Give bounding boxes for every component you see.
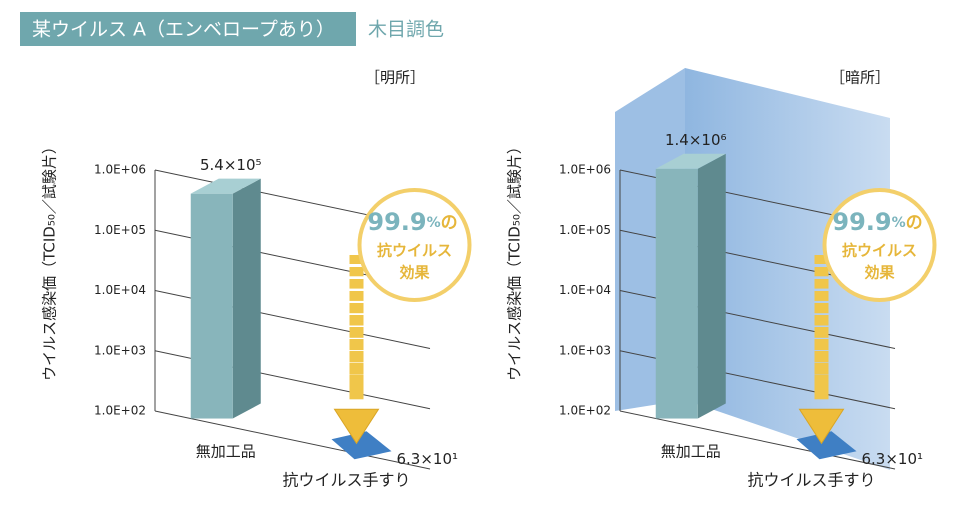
arrow-block	[349, 387, 364, 400]
arrow-block	[349, 291, 364, 301]
arrow-block	[349, 363, 364, 375]
annotation-part: %	[892, 215, 906, 231]
chart-title: ［明所］	[365, 69, 425, 87]
chart-title: ［暗所］	[830, 69, 890, 87]
arrow-block	[814, 315, 829, 326]
arrow-block	[349, 315, 364, 326]
arrow-block	[814, 351, 829, 363]
arrow-block	[814, 339, 829, 351]
category-label: 無加工品	[661, 443, 721, 461]
bar	[655, 153, 726, 419]
value-label: 1.4×10⁶	[665, 131, 727, 149]
marker	[796, 431, 857, 460]
arrow-block	[349, 267, 364, 277]
y-tick-label: 1.0E+02	[94, 404, 146, 418]
category-label: 抗ウイルス手すり	[747, 471, 875, 490]
y-tick-label: 1.0E+02	[559, 404, 611, 418]
bar-top	[655, 153, 726, 169]
value-label: 5.4×10⁵	[200, 156, 262, 174]
annotation-line: 抗ウイルス	[842, 242, 917, 260]
annotation-part: の	[441, 213, 458, 233]
annotation-ring	[357, 188, 472, 302]
annotation-part: 99.9	[367, 208, 426, 236]
y-tick-label: 1.0E+05	[559, 223, 611, 237]
y-tick-label: 1.0E+04	[559, 283, 611, 297]
grid-line	[619, 410, 896, 470]
annotation-part: の	[906, 213, 923, 233]
y-tick-label: 1.0E+05	[94, 223, 146, 237]
arrow-block	[349, 339, 364, 351]
arrow-block	[814, 279, 829, 289]
y-axis-label: ウイルス感染価（TCID₅₀／試験片）	[506, 139, 524, 381]
annotation-ring	[822, 188, 937, 302]
y-tick-label: 1.0E+06	[94, 163, 146, 177]
arrow-block	[814, 363, 829, 375]
bar-side	[697, 153, 726, 419]
arrow-block	[349, 327, 364, 338]
bar	[190, 178, 261, 419]
y-tick-label: 1.0E+03	[559, 343, 611, 357]
bar-front	[655, 168, 698, 419]
bar-side	[232, 178, 261, 419]
header-box	[20, 12, 356, 46]
arrow-block	[814, 327, 829, 338]
arrow-block	[814, 387, 829, 400]
y-axis-label: ウイルス感染価（TCID₅₀／試験片）	[41, 139, 59, 381]
category-label: 無加工品	[196, 443, 256, 461]
annotation-line: 効果	[864, 264, 895, 282]
arrow-head	[798, 408, 845, 445]
header-title: 某ウイルス A（エンベロープあり）	[32, 19, 335, 41]
arrow-block	[349, 303, 364, 314]
annotation-line: 抗ウイルス	[377, 242, 452, 260]
arrow-head	[333, 408, 380, 445]
marker	[331, 431, 392, 460]
annotation-part: %	[427, 215, 441, 231]
arrow-block	[814, 303, 829, 314]
grid-line	[154, 410, 431, 470]
arrow-block	[349, 375, 364, 387]
annotation-line: 効果	[399, 264, 430, 282]
header-subtitle: 木目調色	[368, 19, 444, 41]
arrow-block	[349, 279, 364, 289]
bar-top	[190, 178, 261, 194]
category-label: 抗ウイルス手すり	[282, 471, 410, 490]
annotation-head: 99.9%の	[367, 208, 457, 236]
arrow-block	[814, 375, 829, 387]
back-wall	[685, 68, 890, 470]
arrow-block	[814, 255, 829, 264]
y-tick-label: 1.0E+04	[94, 283, 146, 297]
annotation-part: 99.9	[832, 208, 891, 236]
annotation-head: 99.9%の	[832, 208, 922, 236]
value-label: 6.3×10¹	[862, 450, 924, 468]
arrow-block	[814, 291, 829, 301]
bar-front	[190, 193, 233, 419]
arrow-block	[349, 255, 364, 264]
y-tick-label: 1.0E+03	[94, 343, 146, 357]
arrow-block	[814, 267, 829, 277]
y-tick-label: 1.0E+06	[559, 163, 611, 177]
arrow-block	[349, 351, 364, 363]
value-label: 6.3×10¹	[397, 450, 459, 468]
